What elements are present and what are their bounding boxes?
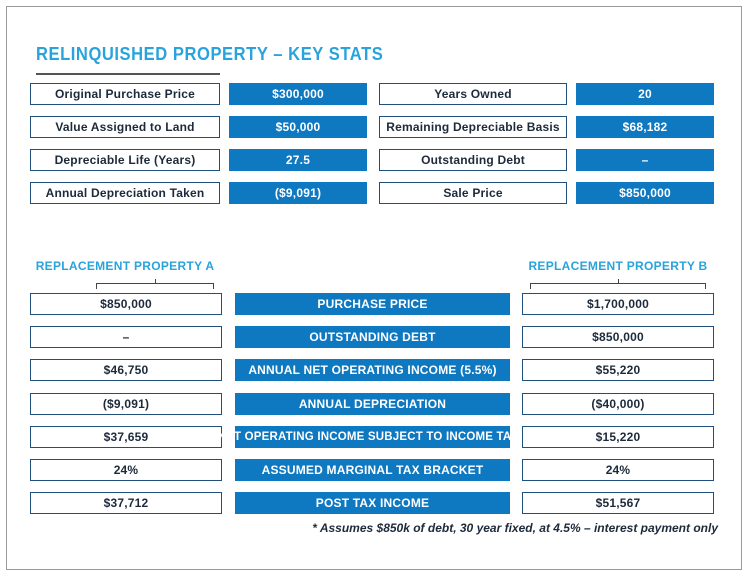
property-a-value: ($9,091) bbox=[30, 393, 222, 415]
metric-label: OUTSTANDING DEBT bbox=[235, 326, 510, 348]
stat-value: $50,000 bbox=[229, 116, 367, 138]
stat-label: Outstanding Debt bbox=[379, 149, 567, 171]
stat-label: Original Purchase Price bbox=[30, 83, 220, 105]
property-b-value: $1,700,000 bbox=[522, 293, 714, 315]
stat-value: 27.5 bbox=[229, 149, 367, 171]
stat-value: $68,182 bbox=[576, 116, 714, 138]
stat-value: $300,000 bbox=[229, 83, 367, 105]
footnote: * Assumes $850k of debt, 30 year fixed, … bbox=[312, 521, 718, 535]
stat-value: $850,000 bbox=[576, 182, 714, 204]
stat-label: Years Owned bbox=[379, 83, 567, 105]
stat-value: – bbox=[576, 149, 714, 171]
property-a-heading: REPLACEMENT PROPERTY A bbox=[35, 259, 215, 273]
property-b-value: $55,220 bbox=[522, 359, 714, 381]
metric-label: PURCHASE PRICE bbox=[235, 293, 510, 315]
property-b-value: $51,567 bbox=[522, 492, 714, 514]
property-b-value: 24% bbox=[522, 459, 714, 481]
metric-label: ANNUAL DEPRECIATION bbox=[235, 393, 510, 415]
section-title: RELINQUISHED PROPERTY – KEY STATS bbox=[36, 44, 384, 64]
property-a-value: $850,000 bbox=[30, 293, 222, 315]
stat-value: ($9,091) bbox=[229, 182, 367, 204]
metric-label: NET OPERATING INCOME SUBJECT TO INCOME T… bbox=[218, 426, 527, 448]
stat-value: 20 bbox=[576, 83, 714, 105]
property-b-heading: REPLACEMENT PROPERTY B bbox=[528, 259, 708, 273]
metric-label: ANNUAL NET OPERATING INCOME (5.5%) bbox=[235, 359, 510, 381]
stat-label: Sale Price bbox=[379, 182, 567, 204]
property-a-value: $37,712 bbox=[30, 492, 222, 514]
property-a-bracket bbox=[96, 279, 214, 289]
property-a-value: – bbox=[30, 326, 222, 348]
title-underline bbox=[36, 73, 220, 75]
stat-label: Value Assigned to Land bbox=[30, 116, 220, 138]
property-a-value: $37,659 bbox=[30, 426, 222, 448]
metric-label: POST TAX INCOME bbox=[235, 492, 510, 514]
property-a-value: $46,750 bbox=[30, 359, 222, 381]
property-b-value: $850,000 bbox=[522, 326, 714, 348]
property-b-value: $15,220 bbox=[522, 426, 714, 448]
stat-label: Remaining Depreciable Basis bbox=[379, 116, 567, 138]
stat-label: Annual Depreciation Taken bbox=[30, 182, 220, 204]
stat-label: Depreciable Life (Years) bbox=[30, 149, 220, 171]
property-b-value: ($40,000) bbox=[522, 393, 714, 415]
metric-label: ASSUMED MARGINAL TAX BRACKET bbox=[235, 459, 510, 481]
property-b-bracket bbox=[530, 279, 706, 289]
property-a-value: 24% bbox=[30, 459, 222, 481]
